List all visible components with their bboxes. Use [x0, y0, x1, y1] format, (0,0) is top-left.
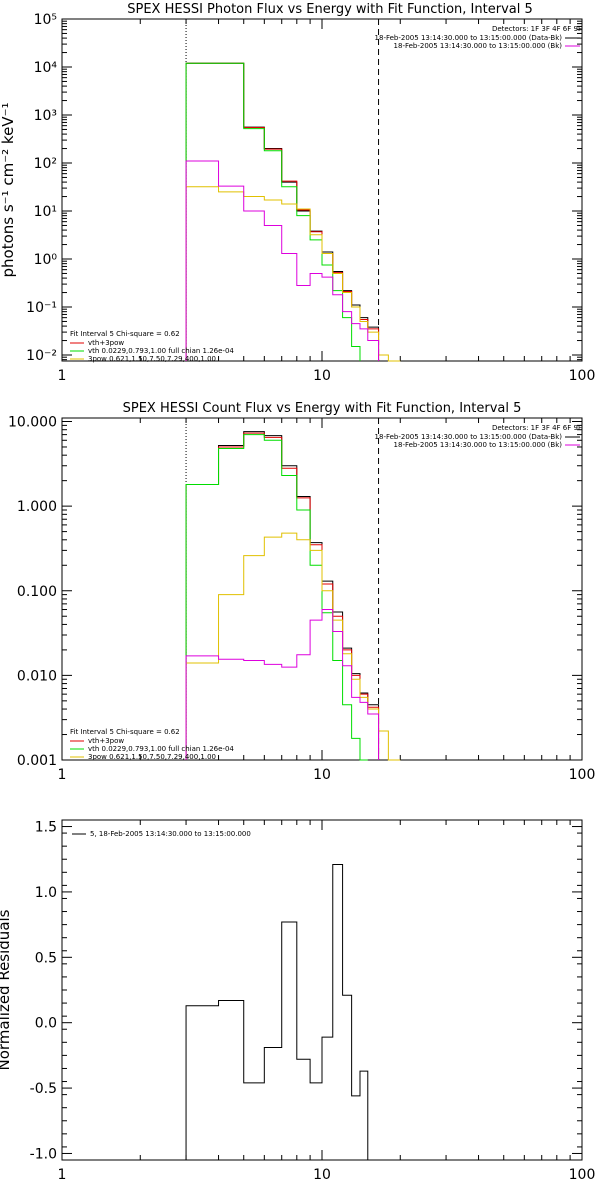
photon-plot-area: 1 10 100 10⁻² 10⁻¹ 10⁰ 10¹ 10² 10³ 10⁴ 10⁵	[26, 12, 595, 384]
count-detector-legend-entry: 18-Feb-2005 13:14:30.000 to 13:15:00.000…	[394, 441, 563, 449]
resid-y-tick-label: 1.0	[35, 885, 57, 901]
count-x-tick-label: 100	[569, 767, 596, 783]
count-detector-legend: Detectors: 1F 3F 4F 6F 9F 18-Feb-2005 13…	[375, 424, 582, 449]
count-x-tick-label: 1	[58, 767, 67, 783]
count-series-step-line	[185, 609, 380, 760]
residuals-panel: Normalized Residuals 1 10 100 -1.0 -0.5 0.0 0.…	[0, 819, 596, 1183]
photon-panel-title: SPEX HESSI Photon Flux vs Energy with Fi…	[127, 2, 533, 17]
residuals-legend: 5, 18-Feb-2005 13:14:30.000 to 13:15:00.…	[72, 830, 251, 838]
photon-detector-legend: Detectors: 1F 3F 4F 6F 9F 18-Feb-2005 13…	[375, 25, 582, 50]
resid-series-step-line	[185, 863, 369, 1160]
photon-y-tick-label: 10⁻¹	[26, 300, 57, 316]
photon-y-tick-label: 10⁵	[34, 12, 57, 28]
photon-y-tick-label: 10⁴	[34, 60, 58, 76]
count-y-tick-label: 0.100	[17, 584, 57, 600]
count-flux-panel: SPEX HESSI Count Flux vs Energy with Fit…	[8, 401, 595, 783]
resid-y-tick-label: 1.5	[35, 820, 57, 836]
count-y-tick-label: 10.000	[8, 415, 57, 431]
photon-y-tick-label: 10⁻²	[26, 348, 57, 364]
residuals-legend-entry: 5, 18-Feb-2005 13:14:30.000 to 13:15:00.…	[90, 830, 251, 838]
photon-x-tick-label: 10	[313, 368, 331, 384]
count-plot-area: 1 10 100 0.001 0.010 0.100 1.000 10.000	[8, 415, 595, 783]
resid-x-tick-label: 1	[58, 1167, 67, 1183]
count-series-step-line	[185, 434, 368, 761]
residuals-panel-ylabel: Normalized Residuals	[0, 909, 13, 1070]
count-y-tick-label: 0.010	[17, 668, 57, 684]
photon-x-tick-label: 1	[58, 368, 67, 384]
resid-y-tick-label: -0.5	[30, 1081, 57, 1097]
resid-y-tick-label: 0.5	[35, 950, 57, 966]
photon-fit-legend-entry: vth+3pow	[88, 339, 124, 347]
photon-fit-legend-entry: vth 0.0229,0.793,1.00 full chian 1.26e-0…	[88, 347, 234, 355]
resid-x-tick-label: 100	[569, 1167, 596, 1183]
photon-y-tick-label: 10²	[34, 156, 57, 172]
photon-fit-legend: Fit Interval 5 Chi-square = 0.62 vth+3po…	[70, 330, 234, 363]
count-detector-legend-entry: 18-Feb-2005 13:14:30.000 to 13:15:00.000…	[375, 433, 563, 441]
count-x-tick-label: 10	[313, 767, 331, 783]
residuals-plot-area: 1 10 100 -1.0 -0.5 0.0 0.5 1.0 1.5	[30, 819, 596, 1183]
photon-y-tick-label: 10¹	[34, 204, 57, 220]
photon-detector-legend-entry: 18-Feb-2005 13:14:30.000 to 13:15:00.000…	[375, 34, 563, 42]
count-y-tick-label: 1.000	[17, 499, 57, 515]
count-fit-legend-entry: 3pow 0.621,1.50,7.50,7.29,400,1.00	[88, 753, 216, 761]
photon-detector-legend-entry: 18-Feb-2005 13:14:30.000 to 13:15:00.000…	[394, 42, 563, 50]
count-detector-legend-header: Detectors: 1F 3F 4F 6F 9F	[492, 424, 582, 432]
photon-x-tick-label: 100	[569, 368, 596, 384]
count-fit-legend-header: Fit Interval 5 Chi-square = 0.62	[70, 728, 180, 736]
photon-fit-legend-entry: 3pow 0.621,1.50,7.50,7.29,400,1.00	[88, 355, 216, 363]
resid-y-tick-label: 0.0	[35, 1016, 57, 1032]
count-y-tick-label: 0.001	[17, 753, 57, 769]
photon-y-tick-label: 10⁰	[34, 252, 58, 268]
resid-y-tick-label: -1.0	[30, 1146, 57, 1162]
count-panel-title: SPEX HESSI Count Flux vs Energy with Fit…	[123, 401, 522, 416]
resid-x-tick-label: 10	[313, 1167, 331, 1183]
photon-panel-ylabel: photons s⁻¹ cm⁻² keV⁻¹	[0, 103, 17, 278]
photon-detector-legend-header: Detectors: 1F 3F 4F 6F 9F	[492, 25, 582, 33]
photon-fit-legend-header: Fit Interval 5 Chi-square = 0.62	[70, 330, 180, 338]
photon-y-tick-label: 10³	[34, 108, 57, 124]
count-fit-legend-entry: vth 0.0229,0.793,1.00 full chian 1.26e-0…	[88, 745, 234, 753]
count-fit-legend-entry: vth+3pow	[88, 737, 124, 745]
photon-series-step-line	[185, 160, 380, 361]
count-fit-legend: Fit Interval 5 Chi-square = 0.62 vth+3po…	[70, 728, 234, 761]
